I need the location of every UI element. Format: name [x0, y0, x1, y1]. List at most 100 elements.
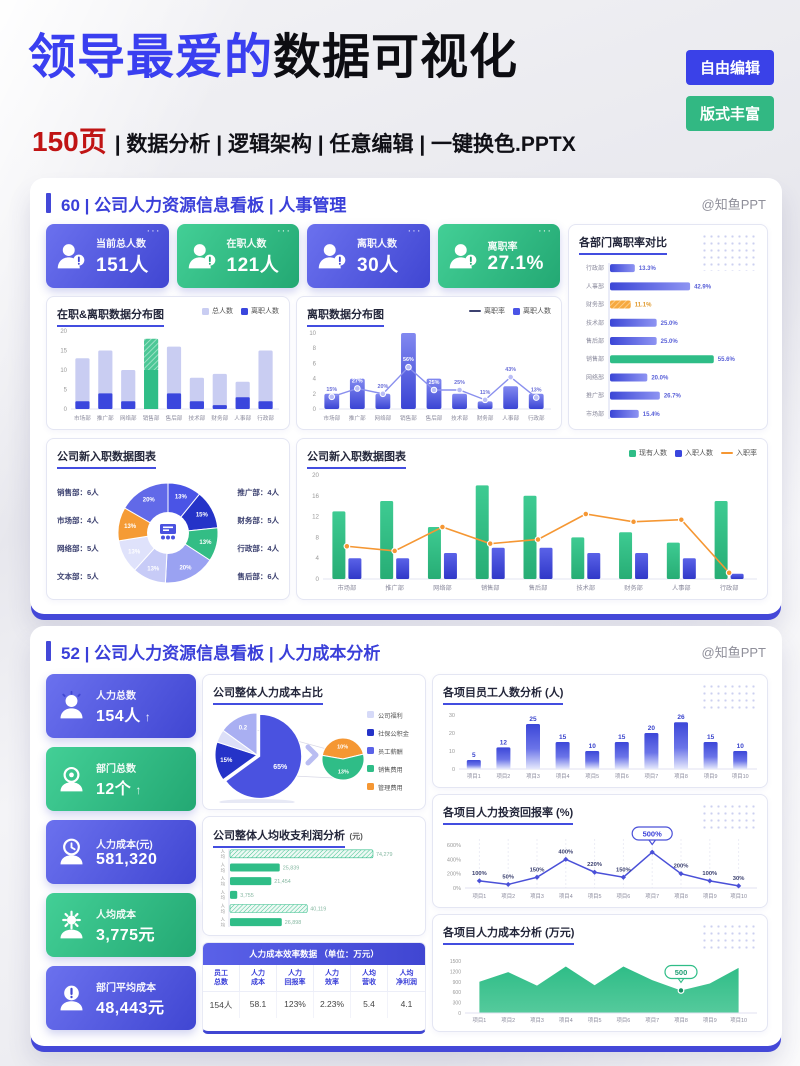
- svg-text:0: 0: [458, 1011, 461, 1017]
- svg-text:20: 20: [648, 725, 656, 732]
- svg-text:项目6: 项目6: [615, 773, 629, 780]
- svg-text:项目2: 项目2: [501, 1017, 515, 1024]
- kpi-row: ··· 当前总人数 151人 ··· 在职人数 121人 ··· 离职人数 30人 ·…: [46, 224, 560, 288]
- svg-text:25%: 25%: [454, 380, 465, 386]
- svg-text:技术部: 技术部: [451, 414, 468, 422]
- svg-text:文本部：5人: 文本部：5人: [57, 571, 99, 581]
- svg-text:项目6: 项目6: [617, 1017, 631, 1024]
- svg-text:人事部: 人事部: [234, 414, 251, 422]
- kpi-label: 在职人数: [226, 239, 267, 250]
- svg-text:10: 10: [60, 368, 67, 374]
- kpi-menu-icon: ···: [538, 225, 552, 237]
- svg-text:0%: 0%: [453, 886, 461, 892]
- table-value-cell: 2.23%: [314, 991, 351, 1018]
- svg-text:4: 4: [313, 377, 317, 383]
- svg-text:10%: 10%: [337, 744, 348, 750]
- panel-dept-leave-rate: 各部门离职率对比 行政部 13.3% 人事部 42.9% 财务部 11.1% 技术部 25.0…: [568, 224, 768, 430]
- svg-text:网络部：5人: 网络部：5人: [57, 543, 99, 553]
- svg-text:27%: 27%: [352, 378, 363, 384]
- kpi-active-headcount: ··· 在职人数 121人: [176, 224, 299, 288]
- kpi-value: 581,320: [96, 850, 158, 868]
- person-alert-icon: [60, 985, 83, 1010]
- svg-text:26: 26: [677, 714, 685, 721]
- page-title: 领导最爱的数据可视化: [28, 34, 518, 82]
- kpi-workforce-cost: 人力成本(元) 581,320: [46, 820, 196, 884]
- kpi-label: 人力成本(元): [96, 839, 153, 851]
- panel-new-hire-donut: 公司新入职数据图表 13% 15% 13% 20% 13% 13% 13% 20% 销售部：6人…: [46, 438, 290, 600]
- svg-text:400%: 400%: [447, 857, 461, 863]
- svg-text:管理费用: 管理费用: [378, 784, 403, 792]
- table-value-cell: 58.1: [240, 991, 277, 1018]
- person-clock-icon: [60, 838, 83, 864]
- pie-breakout-chart: 15% 0.2 65% 10% 13% 公司福利 社保公积金 员工薪酬 销售费用 管理费用: [211, 703, 417, 805]
- svg-text:售后部: 售后部: [529, 584, 548, 592]
- svg-text:项目3: 项目3: [530, 1017, 544, 1024]
- chart-legend: 总人数 离职人数: [194, 306, 279, 316]
- svg-text:50%: 50%: [502, 874, 514, 880]
- dashboard-card-hr-management: 60 | 公司人力资源信息看板 | 人事管理 @知鱼PPT ··· 当前总人数 1…: [30, 178, 782, 614]
- svg-text:1500: 1500: [450, 959, 461, 965]
- table-header-cell: 员工 总数: [203, 965, 240, 992]
- svg-text:项目3: 项目3: [530, 893, 544, 900]
- svg-text:600%: 600%: [447, 843, 461, 849]
- svg-text:25,839: 25,839: [283, 866, 300, 872]
- svg-text:20%: 20%: [179, 565, 192, 571]
- svg-text:推广部: 推广部: [349, 414, 366, 422]
- page-title-rest: 数据可视化: [273, 31, 519, 84]
- legend-item: 离职率: [469, 306, 505, 316]
- svg-text:项目10: 项目10: [730, 893, 747, 900]
- kpi-per-capita-cost: 人均成本 3,775元: [46, 893, 196, 957]
- svg-text:项目10: 项目10: [732, 773, 749, 780]
- svg-text:销售部：6人: 销售部：6人: [57, 487, 99, 497]
- svg-text:人: 人: [221, 863, 226, 868]
- svg-text:26,898: 26,898: [285, 920, 302, 926]
- kpi-label: 人均成本: [96, 909, 136, 921]
- table-value-cell: 154人: [203, 991, 240, 1018]
- svg-text:人: 人: [221, 890, 226, 895]
- svg-text:公司福利: 公司福利: [378, 712, 403, 720]
- table-header-cell: 人力 效率: [314, 965, 351, 992]
- kpi-value: 48,443元: [96, 999, 165, 1017]
- kpi-workforce-total: 人力总数 154人 ↑: [46, 674, 196, 738]
- card2-header: 52 | 公司人力资源信息看板 | 人力成本分析 @知鱼PPT: [46, 639, 766, 663]
- svg-text:25: 25: [529, 716, 537, 723]
- kpi-value: 12个 ↑: [96, 780, 142, 798]
- svg-text:12: 12: [312, 514, 319, 521]
- kpi-leave-headcount: ··· 离职人数 30人: [307, 224, 430, 288]
- svg-text:市场部：4人: 市场部：4人: [57, 515, 99, 525]
- chart-title: 在职&离职数据分布图: [57, 306, 164, 327]
- svg-text:6: 6: [313, 361, 317, 367]
- legend-item: 入职率: [721, 448, 757, 458]
- svg-text:30%: 30%: [733, 876, 745, 882]
- svg-text:56%: 56%: [403, 357, 414, 363]
- kpi-column: 人力总数 154人 ↑ 部门总数 12个 ↑ 人力成本(元) 581,320 人均成本 3,…: [46, 674, 196, 1030]
- svg-text:2: 2: [313, 392, 317, 398]
- kpi-dept-avg-cost: 部门平均成本 48,443元: [46, 966, 196, 1030]
- svg-text:0.2: 0.2: [239, 725, 248, 731]
- chart-title: 各部门离职率对比: [579, 234, 667, 255]
- chart-legend: 离职率 离职人数: [461, 306, 551, 316]
- table-header-cell: 人力 回报率: [277, 965, 314, 992]
- svg-text:技术部: 技术部: [576, 584, 595, 592]
- svg-text:人事部: 人事部: [672, 584, 691, 592]
- svg-text:项目9: 项目9: [703, 1017, 717, 1024]
- svg-text:财务部: 财务部: [211, 414, 228, 422]
- panel-new-hire-bars: 公司新入职数据图表 现有人数 入职人数 入职率 0 4 8 12 16 20 市场部 推广部 网络部 销…: [296, 438, 768, 600]
- svg-text:65%: 65%: [273, 764, 288, 771]
- table-title: 人力成本效率数据 （单位：万元）: [203, 943, 425, 965]
- badge-rich-layout: 版式丰富: [685, 96, 774, 131]
- svg-text:600: 600: [453, 990, 462, 996]
- svg-text:项目9: 项目9: [704, 773, 718, 780]
- kpi-label: 部门平均成本: [96, 982, 156, 994]
- svg-text:400%: 400%: [558, 849, 573, 855]
- svg-text:11.1%: 11.1%: [635, 303, 652, 309]
- chart-title: 各项目人力投资回报率 (%): [443, 804, 574, 825]
- kpi-dept-total: 部门总数 12个 ↑: [46, 747, 196, 811]
- chart-title: 各项目员工人数分析 (人): [443, 684, 564, 705]
- chart-legend: 现有人数 入职人数 入职率: [621, 448, 757, 458]
- svg-text:74,279: 74,279: [376, 852, 393, 858]
- svg-text:500: 500: [675, 968, 688, 977]
- svg-text:项目8: 项目8: [674, 773, 688, 780]
- panel-project-headcount: 各项目员工人数分析 (人) 0 10 20 30 5 项目1 12 项目2 25 项目3 15 项目4…: [432, 674, 768, 788]
